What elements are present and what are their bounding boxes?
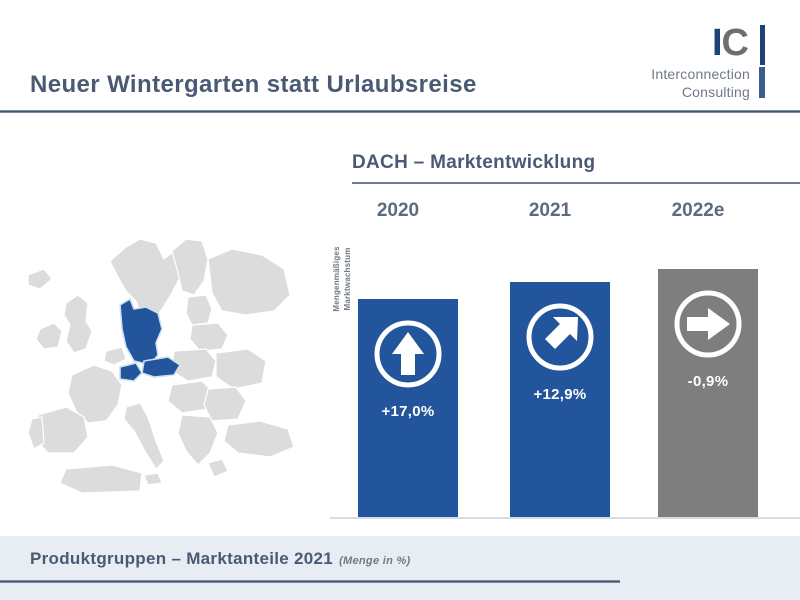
x-axis-tick-2021: 2021 (528, 200, 572, 221)
bar-2021: +12,9% (510, 282, 610, 517)
arrow-up-circle-icon (374, 320, 442, 388)
bar-2022e: -0,9% (658, 269, 758, 517)
bar-value-2020: +17,0% (381, 403, 435, 420)
bar-value-2022e: -0,9% (687, 373, 729, 390)
logo-letter-i: I (711, 22, 723, 64)
market-development-chart: DACH – Marktentwicklung Mengenmäßiges Ma… (300, 140, 800, 530)
logo-letter-c: C (721, 22, 749, 64)
bar-2020: +17,0% (358, 299, 458, 517)
europe-map (22, 225, 302, 525)
slide-footer: Produktgruppen – Marktanteile 2021 (Menge… (0, 536, 800, 600)
slide-header: Neuer Wintergarten statt Urlaubsreise IC… (0, 0, 800, 114)
arrow-up-right-circle-icon (526, 303, 594, 371)
footer-heading-text: Produktgruppen – Marktanteile 2021 (30, 549, 334, 568)
bar-value-2021: +12,9% (533, 386, 587, 403)
logo-bar-bottom (759, 67, 765, 98)
logo-monogram: IC (711, 22, 749, 64)
logo-wordmark-line1: Interconnection (651, 66, 750, 82)
chart-baseline (330, 517, 800, 519)
page-title: Neuer Wintergarten statt Urlaubsreise (30, 71, 477, 98)
company-logo: IC Interconnection Consulting (598, 24, 770, 100)
arrow-right-circle-icon (674, 290, 742, 358)
footer-divider (0, 580, 620, 583)
footer-subnote: (Menge in %) (339, 555, 411, 567)
y-axis-label: Mengenmäßiges Marktwachstum (331, 219, 353, 339)
map-base-countries (27, 238, 295, 494)
x-axis-tick-2022e: 2022e (671, 200, 725, 221)
y-axis-label-line1: Mengenmäßiges (332, 246, 341, 312)
y-axis-label-line2: Marktwachstum (343, 247, 352, 311)
footer-heading: Produktgruppen – Marktanteile 2021 (Menge… (30, 549, 411, 569)
logo-wordmark-line2: Consulting (681, 84, 750, 100)
chart-title: DACH – Marktentwicklung (352, 152, 596, 173)
europe-map-svg (27, 238, 295, 494)
x-axis-tick-2020: 2020 (376, 200, 420, 221)
header-divider (0, 110, 800, 113)
chart-title-divider (352, 182, 800, 184)
map-dach-highlight (119, 297, 182, 382)
logo-bar-top (760, 25, 765, 65)
